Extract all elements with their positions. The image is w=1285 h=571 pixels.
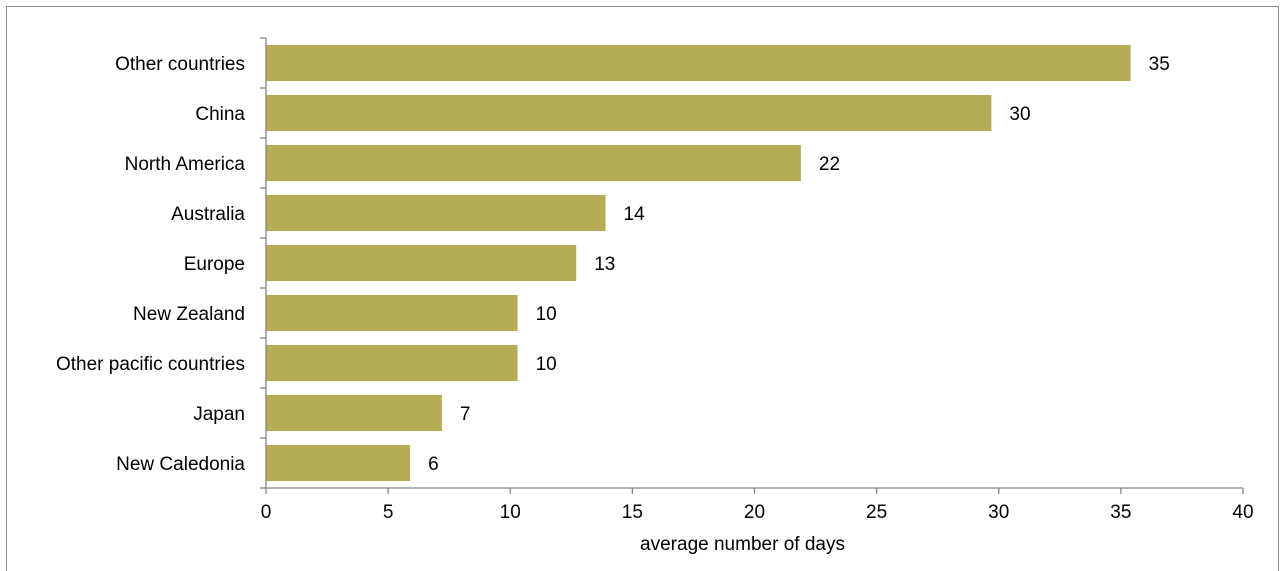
category-label: Australia — [171, 204, 245, 225]
bar — [266, 395, 442, 431]
data-label: 10 — [536, 304, 557, 325]
x-axis-ticks: 0 5 10 15 20 25 30 35 40 — [261, 488, 1254, 523]
category-label: Other pacific countries — [56, 354, 245, 375]
x-tick-label: 35 — [1110, 502, 1131, 523]
x-tick-label: 25 — [866, 502, 887, 523]
data-label: 35 — [1149, 54, 1170, 75]
bar — [266, 295, 518, 331]
x-tick-label: 20 — [744, 502, 765, 523]
category-label: North America — [125, 154, 246, 175]
data-label: 30 — [1009, 104, 1030, 125]
category-labels: Other countries China North America Austral… — [56, 54, 245, 475]
category-label: Japan — [193, 404, 245, 425]
data-labels: 35 30 22 14 13 10 10 7 6 — [428, 54, 1170, 475]
bar — [266, 245, 577, 281]
bar — [266, 195, 606, 231]
bar — [266, 345, 518, 381]
x-tick-label: 40 — [1232, 502, 1253, 523]
y-axis-ticks — [260, 37, 266, 489]
data-label: 13 — [594, 254, 615, 275]
data-label: 7 — [460, 404, 471, 425]
x-axis-title: average number of days — [640, 534, 845, 555]
x-tick-label: 30 — [988, 502, 1009, 523]
category-label: New Caledonia — [116, 454, 245, 475]
category-label: New Zealand — [133, 304, 245, 325]
data-label: 14 — [624, 204, 646, 225]
x-tick-label: 15 — [622, 502, 643, 523]
category-label: China — [195, 104, 245, 125]
category-label: Other countries — [115, 54, 245, 75]
data-label: 22 — [819, 154, 840, 175]
category-label: Europe — [184, 254, 245, 275]
bars-group — [266, 45, 1131, 481]
bar — [266, 95, 992, 131]
x-tick-label: 5 — [383, 502, 394, 523]
bar — [266, 145, 801, 181]
bar — [266, 445, 411, 481]
bar — [266, 45, 1131, 81]
x-tick-label: 10 — [500, 502, 521, 523]
data-label: 10 — [536, 354, 557, 375]
x-tick-label: 0 — [261, 502, 272, 523]
data-label: 6 — [428, 454, 439, 475]
